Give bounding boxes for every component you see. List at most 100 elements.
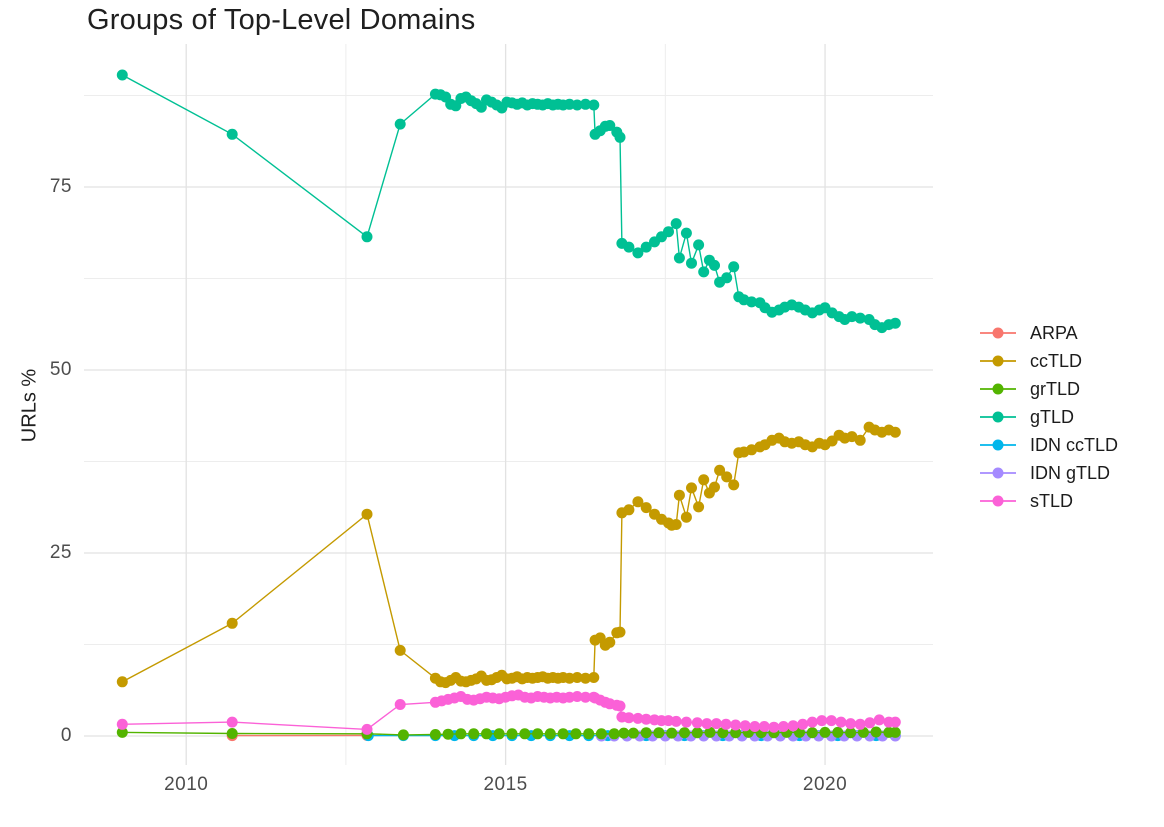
series-grtld-point — [618, 727, 630, 739]
series-cctld-point — [361, 508, 373, 520]
legend-label-idn-gtld: IDN gTLD — [1030, 462, 1111, 483]
series-grtld-point — [544, 728, 556, 740]
series-cctld-point — [746, 444, 758, 456]
series-grtld-point — [595, 728, 607, 740]
cctld-legend-key-icon — [980, 355, 1016, 367]
legend-item-idn-gtld: IDN gTLD — [978, 459, 1118, 487]
legend: ARPA ccTLD grTLD gTLD IDN ccTLD IDN gTLD sTLD — [978, 319, 1118, 515]
series-stld-point — [778, 721, 789, 732]
series-stld-point — [768, 721, 780, 733]
series-gtld — [116, 69, 901, 334]
series-cctld-point — [854, 434, 866, 446]
series-stld-point — [730, 719, 742, 731]
series-grtld-point — [116, 726, 128, 738]
series-grtld-point — [570, 728, 582, 740]
stld-legend-dot — [992, 495, 1004, 507]
series-grtld-point — [640, 727, 652, 739]
series-grtld-point — [506, 728, 518, 740]
series-cctld-point — [394, 644, 406, 656]
series-cctld-point — [226, 617, 238, 629]
x-tick-2020: 2020 — [802, 774, 848, 795]
legend-item-grtld: grTLD — [978, 375, 1118, 403]
legend-label-gtld: gTLD — [1030, 406, 1075, 427]
series-grtld-point — [608, 728, 620, 740]
series-gtld-point — [698, 266, 710, 278]
series-cctld-point — [714, 464, 726, 476]
gtld-legend-dot — [992, 411, 1004, 423]
y-tick-50: 50 — [49, 359, 72, 381]
series-stld-point — [720, 718, 732, 730]
series-stld-point — [361, 723, 373, 735]
legend-item-gtld: gTLD — [978, 403, 1118, 431]
y-axis-title: URLs % — [18, 368, 41, 443]
series-gtld-point — [588, 99, 600, 111]
series-cctld-point — [721, 471, 733, 483]
series-grtld-point — [583, 728, 595, 740]
series-stld-point — [710, 718, 722, 730]
series-grtld-point — [429, 729, 441, 740]
series-cctld — [116, 421, 901, 689]
series-gtld-point — [680, 227, 692, 239]
series-stld-point — [614, 700, 626, 712]
series-gtld-point — [693, 239, 705, 251]
series-gtld-point — [632, 247, 644, 259]
series-grtld-point — [679, 727, 690, 739]
idn-gtld-legend-key-icon — [980, 467, 1016, 479]
series-grtld-point — [845, 727, 857, 739]
series-stld-point — [739, 720, 751, 732]
series-arpa — [226, 729, 373, 742]
y-tick-25: 25 — [49, 542, 72, 564]
series-gtld-point — [663, 226, 674, 238]
series-gtld-point — [854, 312, 866, 324]
series-cctld-point — [604, 636, 616, 648]
series-stld-point — [797, 718, 809, 730]
series-stld-point — [571, 691, 583, 702]
legend-label-idn-cctld: IDN ccTLD — [1030, 434, 1119, 455]
series-stld-point — [787, 720, 799, 732]
series-cctld-point — [580, 672, 591, 684]
series-stld-point — [394, 699, 406, 710]
gtld-legend-key-icon — [980, 411, 1016, 423]
series-gtld-point — [394, 118, 406, 130]
series-grtld-point — [493, 728, 505, 740]
legend-label-stld: sTLD — [1030, 490, 1074, 511]
series-cctld-point — [623, 504, 635, 516]
series-stld-point — [864, 717, 876, 729]
y-tick-0: 0 — [60, 725, 72, 746]
series-stld-point — [825, 715, 837, 727]
series-gtld-point — [728, 261, 740, 273]
series-grtld-point — [717, 727, 729, 739]
series-stld-point — [632, 712, 644, 724]
series-stld-point — [640, 713, 652, 725]
series-stld-point — [691, 717, 703, 729]
series-grtld-point — [468, 728, 480, 740]
grtld-legend-dot — [992, 383, 1004, 395]
series-cctld-point — [632, 496, 644, 508]
series-cctld-point — [889, 426, 901, 438]
series-gtld-point — [604, 120, 616, 131]
series-stld-point — [835, 716, 847, 728]
series-cctld-point — [709, 481, 720, 493]
series-gtld-point — [686, 257, 697, 269]
series-cctld-point — [686, 482, 697, 494]
idn-cctld-legend-dot — [992, 439, 1004, 451]
grtld-legend-key-icon — [980, 383, 1016, 395]
legend-label-grtld: grTLD — [1030, 378, 1081, 399]
series-cctld-point — [698, 474, 710, 486]
series-cctld-point — [728, 479, 740, 491]
series-grtld-point — [666, 727, 678, 739]
series-gtld-point — [116, 69, 128, 81]
series-gtld-point — [640, 241, 652, 253]
series-gtld-point — [709, 259, 720, 271]
series-cctld-point — [116, 676, 128, 688]
arpa-legend-dot — [992, 327, 1004, 339]
series-stld-point — [806, 716, 818, 728]
series-grtld-point — [819, 726, 831, 738]
series-gtld-point — [746, 296, 758, 308]
series-gtld-point — [226, 128, 238, 140]
series-stld-point — [854, 718, 866, 730]
series-stld — [116, 689, 901, 735]
arpa-legend-key-icon — [980, 327, 1016, 339]
series-grtld-point — [870, 726, 882, 738]
